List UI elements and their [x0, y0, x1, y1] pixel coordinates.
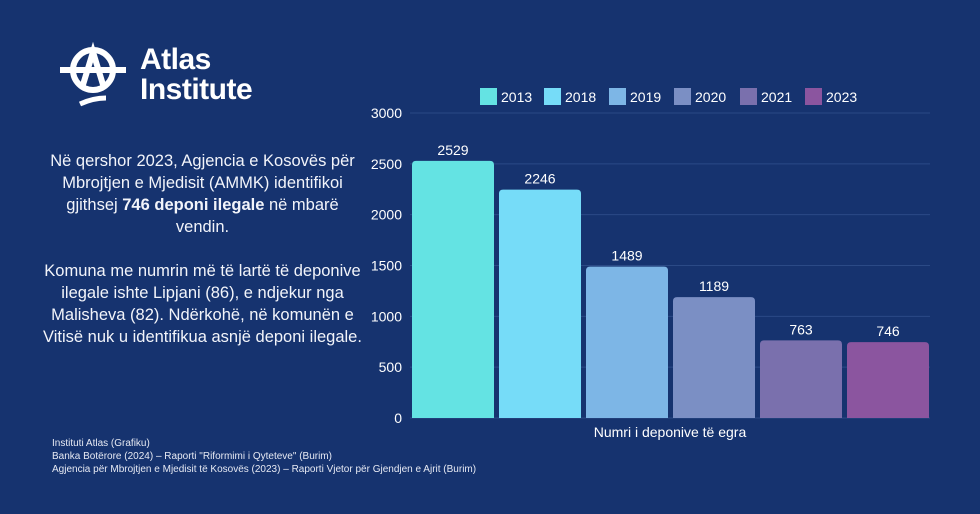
data-label: 1189 [699, 278, 729, 294]
description-p2: Komuna me numrin më të lartë të deponive… [43, 262, 362, 346]
atlas-globe-icon [60, 41, 126, 107]
data-label: 2246 [524, 171, 555, 187]
sources: Instituti Atlas (Grafiku) Banka Botërore… [52, 437, 476, 476]
legend-swatch [609, 88, 626, 105]
data-label: 746 [876, 323, 900, 339]
y-tick-label: 2000 [371, 207, 402, 223]
legend-label: 2020 [695, 89, 726, 105]
desc-bold: 746 deponi ilegale [122, 196, 265, 214]
logo: Atlas Institute [58, 40, 253, 110]
logo-text: Atlas Institute [140, 43, 253, 106]
bar-2021 [760, 340, 842, 418]
logo-line2: Institute [140, 73, 253, 106]
legend-swatch [740, 88, 757, 105]
legend-swatch [480, 88, 497, 105]
bar-2019 [586, 266, 668, 418]
bar-2020 [673, 297, 755, 418]
source-line: Banka Botërore (2024) – Raporti "Riformi… [52, 451, 332, 462]
legend-label: 2021 [761, 89, 792, 105]
legend-swatch [805, 88, 822, 105]
y-tick-label: 500 [379, 359, 403, 375]
description: Në qershor 2023, Agjencia e Kosovës për … [40, 150, 365, 370]
source-line: Instituti Atlas (Grafiku) [52, 438, 150, 449]
y-tick-label: 1000 [371, 308, 402, 324]
data-label: 2529 [437, 142, 468, 158]
data-label: 1489 [611, 248, 642, 264]
legend-label: 2019 [630, 89, 661, 105]
data-label: 763 [789, 321, 813, 337]
legend-swatch [674, 88, 691, 105]
logo-line1: Atlas [140, 43, 211, 76]
y-tick-label: 3000 [371, 105, 402, 121]
y-tick-label: 0 [394, 410, 402, 426]
legend-label: 2013 [501, 89, 532, 105]
x-axis-label: Numri i deponive të egra [594, 424, 747, 440]
legend-label: 2023 [826, 89, 857, 105]
source-line: Agjencia për Mbrojtjen e Mjedisit të Kos… [52, 464, 477, 475]
description-p1: Në qershor 2023, Agjencia e Kosovës për … [40, 150, 365, 238]
bar-2013 [412, 160, 494, 418]
y-tick-label: 2500 [371, 156, 402, 172]
desc-text: Në qershor 2023, Agjencia e Kosovës për … [50, 152, 355, 214]
bar-2018 [499, 189, 581, 418]
legend-swatch [544, 88, 561, 105]
bar-2023 [847, 342, 929, 418]
legend-label: 2018 [565, 89, 596, 105]
desc-text: në mbarë vendin. [175, 196, 339, 236]
y-tick-label: 1500 [371, 258, 402, 274]
